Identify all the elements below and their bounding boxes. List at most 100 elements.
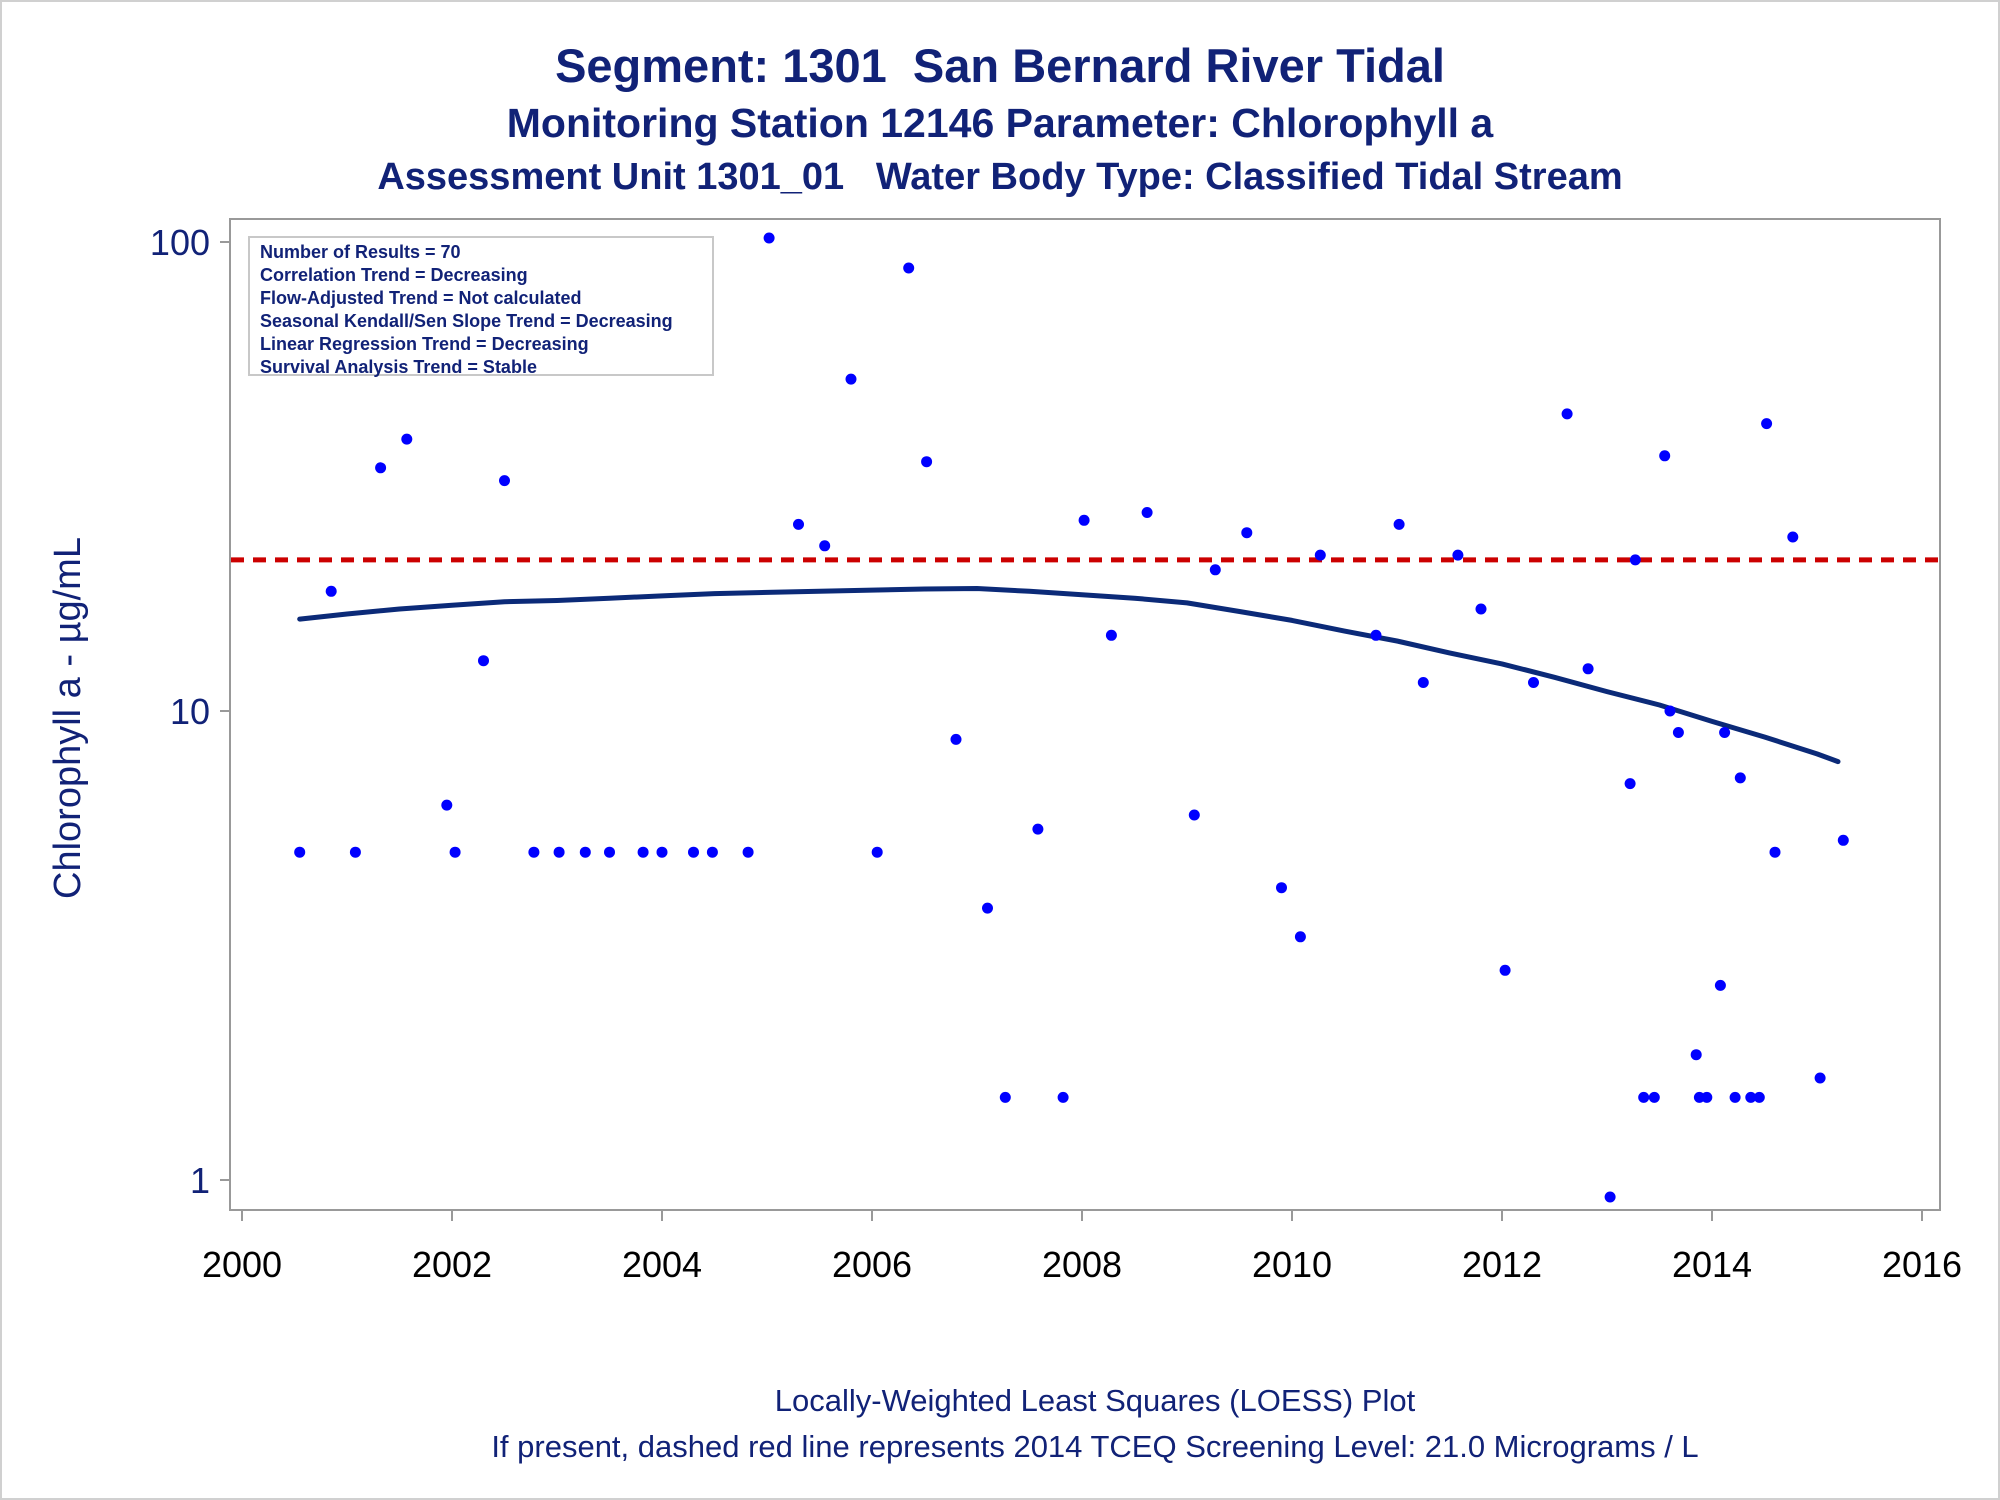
- y-axis: 1 10 100: [150, 222, 230, 1201]
- data-point: [819, 540, 831, 552]
- data-point: [1814, 1072, 1826, 1084]
- data-point: [1370, 629, 1382, 641]
- legend-line: Number of Results = 70: [260, 242, 461, 262]
- loess-curve: [297, 586, 1841, 765]
- footnote-1: Locally-Weighted Least Squares (LOESS) P…: [774, 1383, 1416, 1418]
- data-point: [921, 456, 933, 468]
- data-point: [1141, 507, 1153, 518]
- data-point: [1714, 979, 1726, 991]
- data-point: [449, 846, 461, 858]
- data-point: [706, 846, 718, 858]
- x-tick-label: 2006: [832, 1244, 912, 1285]
- data-point: [375, 462, 387, 474]
- y-tick-label: 1: [190, 1160, 210, 1201]
- data-point: [1188, 809, 1200, 821]
- data-point: [1314, 549, 1326, 561]
- trend-legend: Number of Results = 70 Correlation Trend…: [248, 236, 714, 377]
- data-point: [1745, 1091, 1757, 1103]
- data-point: [294, 846, 306, 858]
- data-point: [528, 846, 540, 858]
- data-point: [950, 733, 962, 745]
- footnote-2: If present, dashed red line represents 2…: [491, 1429, 1699, 1464]
- plot-area: [229, 218, 1941, 1211]
- data-point: [1648, 1091, 1660, 1103]
- x-tick-label: 2014: [1672, 1244, 1752, 1285]
- data-point: [688, 846, 699, 858]
- legend-line: Flow-Adjusted Trend = Not calculated: [260, 288, 582, 308]
- data-point: [1499, 964, 1511, 976]
- data-point: [1057, 1091, 1069, 1103]
- data-point: [1624, 778, 1636, 790]
- data-point: [763, 232, 775, 244]
- x-tick-label: 2002: [412, 1244, 492, 1285]
- data-point: [478, 655, 489, 667]
- data-point: [579, 846, 591, 858]
- data-point: [1078, 514, 1090, 526]
- data-point: [1729, 1091, 1741, 1103]
- x-tick-label: 2008: [1042, 1244, 1122, 1285]
- legend-line: Seasonal Kendall/Sen Slope Trend = Decre…: [260, 311, 673, 331]
- data-point: [401, 433, 413, 445]
- legend-line: Survival Analysis Trend = Stable: [260, 357, 537, 377]
- loess-line: [297, 586, 1841, 765]
- legend-line: Correlation Trend = Decreasing: [260, 265, 528, 285]
- data-point: [1629, 554, 1641, 566]
- data-point: [1769, 846, 1781, 858]
- x-tick-label: 2016: [1882, 1244, 1962, 1285]
- data-point: [604, 846, 615, 858]
- data-point: [1701, 1091, 1713, 1103]
- data-point: [637, 846, 649, 858]
- data-point: [1032, 823, 1044, 835]
- chart-subtitle-2: Assessment Unit 1301_01 Water Body Type:…: [377, 156, 1623, 198]
- x-tick-label: 2004: [622, 1244, 702, 1285]
- data-point: [1659, 450, 1671, 462]
- data-point: [553, 846, 565, 858]
- data-point: [1417, 677, 1429, 688]
- x-tick-label: 2000: [202, 1244, 282, 1285]
- data-point: [1734, 772, 1746, 784]
- data-point: [1761, 418, 1773, 430]
- data-point: [871, 846, 883, 858]
- data-point: [1561, 408, 1573, 420]
- data-point: [1452, 549, 1464, 561]
- x-tick-label: 2010: [1252, 1244, 1332, 1285]
- x-tick-label: 2012: [1462, 1244, 1542, 1285]
- data-point: [1638, 1091, 1650, 1103]
- y-tick-label: 10: [170, 691, 210, 732]
- data-points: [294, 232, 1849, 1203]
- data-point: [845, 373, 857, 385]
- y-tick-label: 100: [150, 222, 210, 263]
- data-point: [1837, 834, 1849, 846]
- data-point: [1787, 531, 1799, 543]
- data-point: [1604, 1191, 1616, 1203]
- data-point: [656, 846, 668, 858]
- chart-title: Segment: 1301 San Bernard River Tidal: [555, 39, 1445, 92]
- data-point: [325, 585, 337, 597]
- x-axis: 2000 2002 2004 2006 2008 2010 2012 2014 2016: [202, 1210, 1962, 1285]
- data-point: [499, 475, 510, 487]
- data-point: [1294, 931, 1306, 943]
- data-point: [1719, 727, 1731, 738]
- data-point: [1582, 663, 1594, 675]
- data-point: [1209, 564, 1221, 576]
- data-point: [1753, 1091, 1765, 1103]
- data-point: [742, 846, 754, 858]
- data-point: [349, 846, 361, 858]
- data-point: [982, 902, 993, 914]
- data-point: [903, 262, 915, 274]
- data-point: [1393, 518, 1405, 530]
- data-point: [1241, 527, 1253, 539]
- data-point: [1690, 1049, 1702, 1061]
- chart-subtitle: Monitoring Station 12146 Parameter: Chlo…: [506, 100, 1494, 146]
- data-point: [441, 799, 453, 811]
- data-point: [1276, 882, 1287, 894]
- legend-line: Linear Regression Trend = Decreasing: [260, 334, 589, 354]
- data-point: [1105, 629, 1117, 641]
- data-point: [1664, 705, 1676, 717]
- data-point: [793, 518, 804, 530]
- data-point: [1672, 727, 1684, 738]
- data-point: [1528, 677, 1539, 688]
- y-axis-label: Chlorophyll a - µg/mL: [47, 537, 89, 899]
- data-point: [1475, 603, 1487, 615]
